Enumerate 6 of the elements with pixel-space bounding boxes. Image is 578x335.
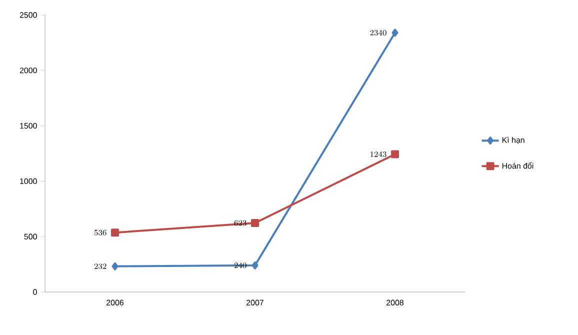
- point: [111, 228, 119, 237]
- point: [252, 261, 258, 270]
- point: [392, 28, 398, 37]
- point: [251, 218, 259, 227]
- point: [391, 150, 399, 158]
- point: [112, 262, 118, 270]
